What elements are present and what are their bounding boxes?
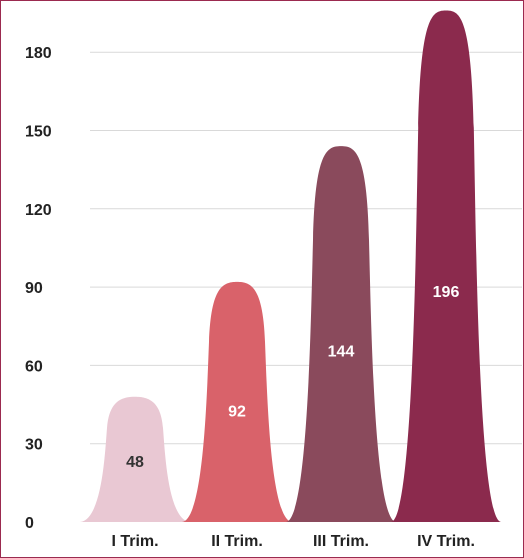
y-tick-label: 180 — [25, 45, 52, 62]
category-label: III Trim. — [313, 533, 369, 550]
data-label: 196 — [433, 284, 460, 301]
y-tick-label: 30 — [25, 437, 43, 454]
data-label: 144 — [328, 344, 355, 361]
bar-1 — [80, 396, 190, 522]
data-label: 92 — [228, 403, 246, 420]
x-axis-categories: I Trim. II Trim. III Trim. IV Trim. — [111, 533, 474, 550]
y-tick-label: 90 — [25, 280, 43, 297]
bar-2 — [182, 281, 292, 522]
y-tick-label: 0 — [25, 515, 34, 532]
category-label: I Trim. — [111, 533, 158, 550]
y-tick-label: 60 — [25, 358, 43, 375]
y-tick-label: 150 — [25, 124, 52, 141]
y-axis-ticks: 0 30 60 90 120 150 180 — [25, 45, 52, 532]
category-label: IV Trim. — [417, 533, 475, 550]
data-label: 48 — [126, 454, 144, 471]
bar-4 — [391, 10, 501, 522]
bar-3 — [286, 146, 396, 522]
data-labels: 48 92 144 196 — [126, 284, 459, 471]
y-tick-label: 120 — [25, 202, 52, 219]
category-label: II Trim. — [211, 533, 263, 550]
bars — [80, 10, 501, 522]
